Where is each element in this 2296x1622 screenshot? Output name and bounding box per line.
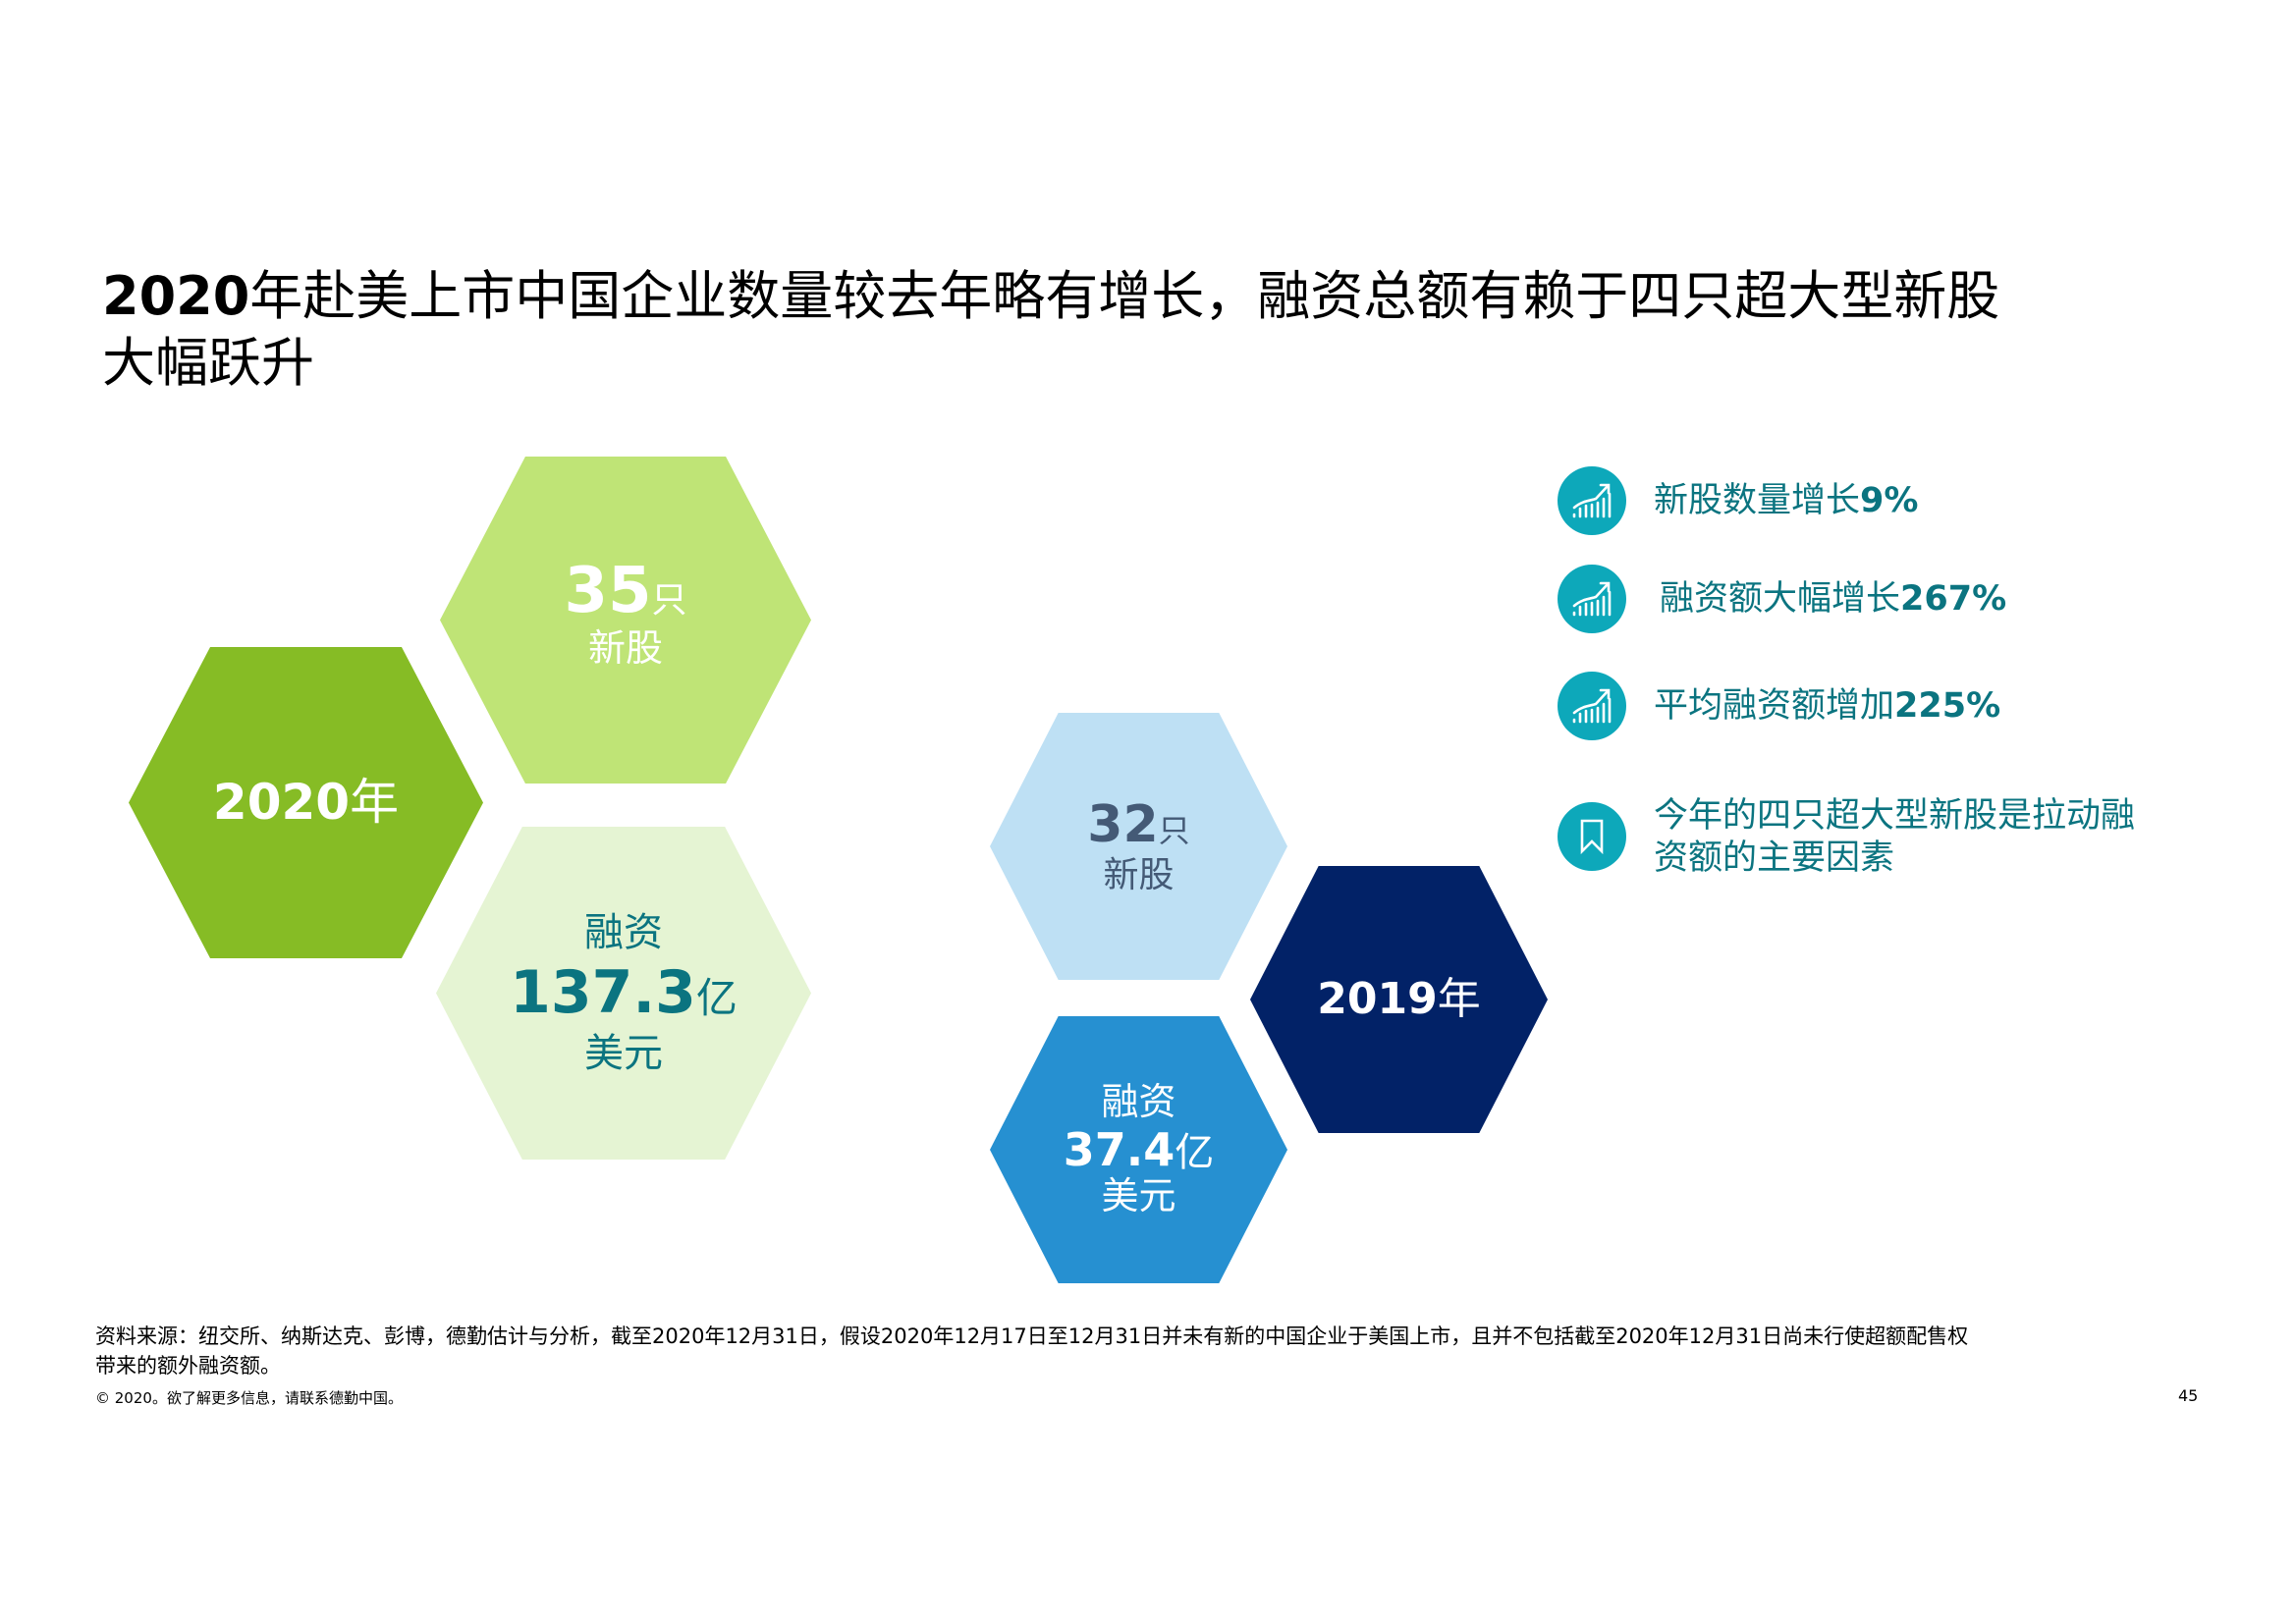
bookmark-icon bbox=[1558, 802, 1626, 871]
highlight-item: 平均融资额增加225% bbox=[1558, 672, 2000, 740]
copyright: © 2020。欲了解更多信息，请联系德勤中国。 bbox=[95, 1389, 403, 1407]
funding-2019-currency: 美元 bbox=[1101, 1174, 1176, 1218]
funding-2020-amount-line: 137.3亿 bbox=[510, 959, 738, 1027]
title-line-1-text: 年赴美上市中国企业数量较去年略有增长，融资总额有赖于四只超大型新股 bbox=[249, 265, 2000, 327]
source-note-line-2: 带来的额外融资额。 bbox=[95, 1354, 281, 1378]
hex-2019-funding: 融资 37.4亿 美元 bbox=[990, 1016, 1287, 1283]
highlight-text: 新股数量增长9% bbox=[1654, 480, 1918, 522]
highlight-text-line-2: 资额的主要因素 bbox=[1654, 838, 1895, 878]
highlight-value: 225% bbox=[1894, 685, 2001, 726]
funding-2020-amount: 137.3 bbox=[510, 958, 696, 1027]
highlight-text: 融资额大幅增长267% bbox=[1660, 578, 2006, 621]
hex-2020-funding: 融资 137.3亿 美元 bbox=[436, 827, 811, 1160]
funding-2019-amount-line: 37.4亿 bbox=[1063, 1122, 1215, 1176]
highlight-label: 融资额大幅增长 bbox=[1660, 578, 1901, 619]
highlight-label: 平均融资额增加 bbox=[1654, 685, 1895, 726]
highlight-text: 今年的四只超大型新股是拉动融 资额的主要因素 bbox=[1654, 795, 2135, 880]
funding-2020-unit: 亿 bbox=[695, 974, 738, 1022]
hex-year-2019: 2019年 bbox=[1250, 866, 1548, 1133]
ipo-2020-unit: 只 bbox=[651, 579, 687, 621]
page-title: 2020年赴美上市中国企业数量较去年略有增长，融资总额有赖于四只超大型新股 大幅… bbox=[102, 263, 2204, 397]
ipo-2019-label: 新股 bbox=[1103, 855, 1175, 896]
growth-chart-icon bbox=[1558, 466, 1626, 535]
funding-2020-currency: 美元 bbox=[584, 1031, 663, 1076]
ipo-2019-count-line: 32只 bbox=[1087, 796, 1189, 855]
highlight-value: 9% bbox=[1860, 480, 1919, 520]
funding-2019-amount: 37.4 bbox=[1063, 1122, 1175, 1176]
highlight-item: 今年的四只超大型新股是拉动融 资额的主要因素 bbox=[1558, 795, 2135, 880]
growth-chart-icon bbox=[1558, 672, 1626, 740]
year-2019-suffix: 年 bbox=[1437, 973, 1481, 1024]
year-2020-number: 2020 bbox=[212, 773, 351, 831]
highlight-item: 新股数量增长9% bbox=[1558, 466, 1918, 535]
funding-2019-label: 融资 bbox=[1101, 1079, 1176, 1123]
year-2020-suffix: 年 bbox=[350, 773, 400, 831]
title-line-2: 大幅跃升 bbox=[102, 332, 314, 394]
highlight-value: 267% bbox=[1900, 578, 2007, 619]
ipo-2019-unit: 只 bbox=[1158, 812, 1190, 850]
year-2020-label: 2020年 bbox=[212, 773, 400, 832]
title-year: 2020 bbox=[102, 265, 250, 327]
funding-2020-label: 融资 bbox=[584, 910, 663, 955]
ipo-2020-count-line: 35只 bbox=[564, 554, 687, 628]
ipo-2020-label: 新股 bbox=[587, 626, 663, 671]
ipo-2019-count: 32 bbox=[1087, 795, 1159, 855]
highlight-label: 新股数量增长 bbox=[1654, 480, 1861, 520]
funding-2019-unit: 亿 bbox=[1175, 1129, 1215, 1175]
hex-2019-ipo-count: 32只 新股 bbox=[990, 713, 1287, 980]
hex-2020-ipo-count: 35只 新股 bbox=[440, 457, 811, 784]
title-line-1: 2020年赴美上市中国企业数量较去年略有增长，融资总额有赖于四只超大型新股 bbox=[102, 263, 2204, 330]
growth-chart-icon bbox=[1558, 565, 1626, 633]
year-2019-number: 2019 bbox=[1317, 973, 1438, 1024]
highlight-item: 融资额大幅增长267% bbox=[1558, 565, 2006, 633]
year-2019-label: 2019年 bbox=[1317, 973, 1481, 1025]
source-note-line-1: 资料来源：纽交所、纳斯达克、彭博，德勤估计与分析，截至2020年12月31日，假… bbox=[95, 1325, 1969, 1348]
highlight-text: 平均融资额增加225% bbox=[1654, 685, 2000, 728]
ipo-2020-count: 35 bbox=[564, 554, 652, 627]
page-number: 45 bbox=[2178, 1386, 2199, 1405]
highlight-text-line-1: 今年的四只超大型新股是拉动融 bbox=[1654, 796, 2136, 836]
source-note: 资料来源：纽交所、纳斯达克、彭博，德勤估计与分析，截至2020年12月31日，假… bbox=[95, 1322, 2207, 1380]
hex-year-2020: 2020年 bbox=[129, 647, 483, 958]
